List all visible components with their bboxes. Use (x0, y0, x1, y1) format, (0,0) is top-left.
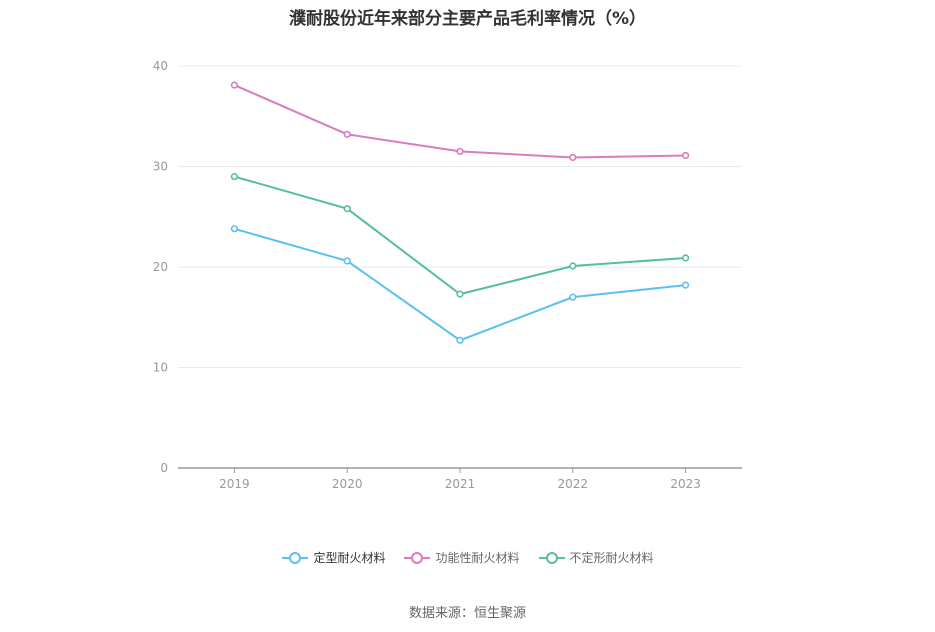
y-tick-label: 0 (160, 461, 168, 475)
data-point (343, 205, 351, 213)
series-line-2 (233, 84, 686, 159)
data-point (569, 293, 577, 301)
data-point (569, 153, 577, 162)
x-tick-label: 2019 (219, 477, 250, 491)
y-tick-label: 20 (153, 260, 168, 274)
legend: 定型耐火材料 功能性耐火材料 不定形耐火材料 (0, 549, 935, 566)
data-point (456, 290, 464, 298)
legend-item[interactable]: 功能性耐火材料 (403, 549, 520, 566)
data-point (569, 262, 577, 270)
data-point (343, 257, 351, 265)
x-tick-label: 2021 (445, 477, 476, 491)
legend-label: 定型耐火材料 (313, 551, 386, 565)
data-point (230, 81, 238, 89)
legend-swatch-icon (282, 551, 309, 564)
data-point (681, 151, 690, 160)
data-point (456, 147, 464, 156)
data-point (681, 254, 690, 262)
chart-title: 濮耐股份近年来部分主要产品毛利率情况（%） (288, 9, 647, 29)
x-tick-label: 2020 (332, 477, 363, 491)
series-line-3 (234, 175, 686, 296)
legend-label: 功能性耐火材料 (435, 551, 520, 565)
legend-label: 不定形耐火材料 (569, 551, 654, 565)
line-chart: 0 10 20 30 40 2019 2020 2021 2022 2023 (153, 59, 742, 491)
legend-item[interactable]: 定型耐火材料 (281, 549, 385, 566)
data-point (343, 130, 351, 138)
data-point (456, 336, 464, 344)
y-tick-label: 40 (153, 59, 168, 73)
data-point (230, 225, 238, 233)
x-tick-label: 2022 (558, 477, 589, 491)
data-point (230, 172, 238, 181)
x-tick-label: 2023 (670, 477, 701, 491)
y-tick-label: 30 (153, 160, 168, 174)
data-source: 数据来源：恒生聚源 (408, 606, 526, 621)
y-tick-label: 10 (153, 361, 168, 375)
legend-swatch-icon (404, 551, 431, 564)
series-line-1 (234, 227, 686, 342)
legend-item[interactable]: 不定形耐火材料 (538, 549, 654, 566)
data-point (681, 281, 690, 289)
legend-swatch-icon (538, 551, 565, 564)
